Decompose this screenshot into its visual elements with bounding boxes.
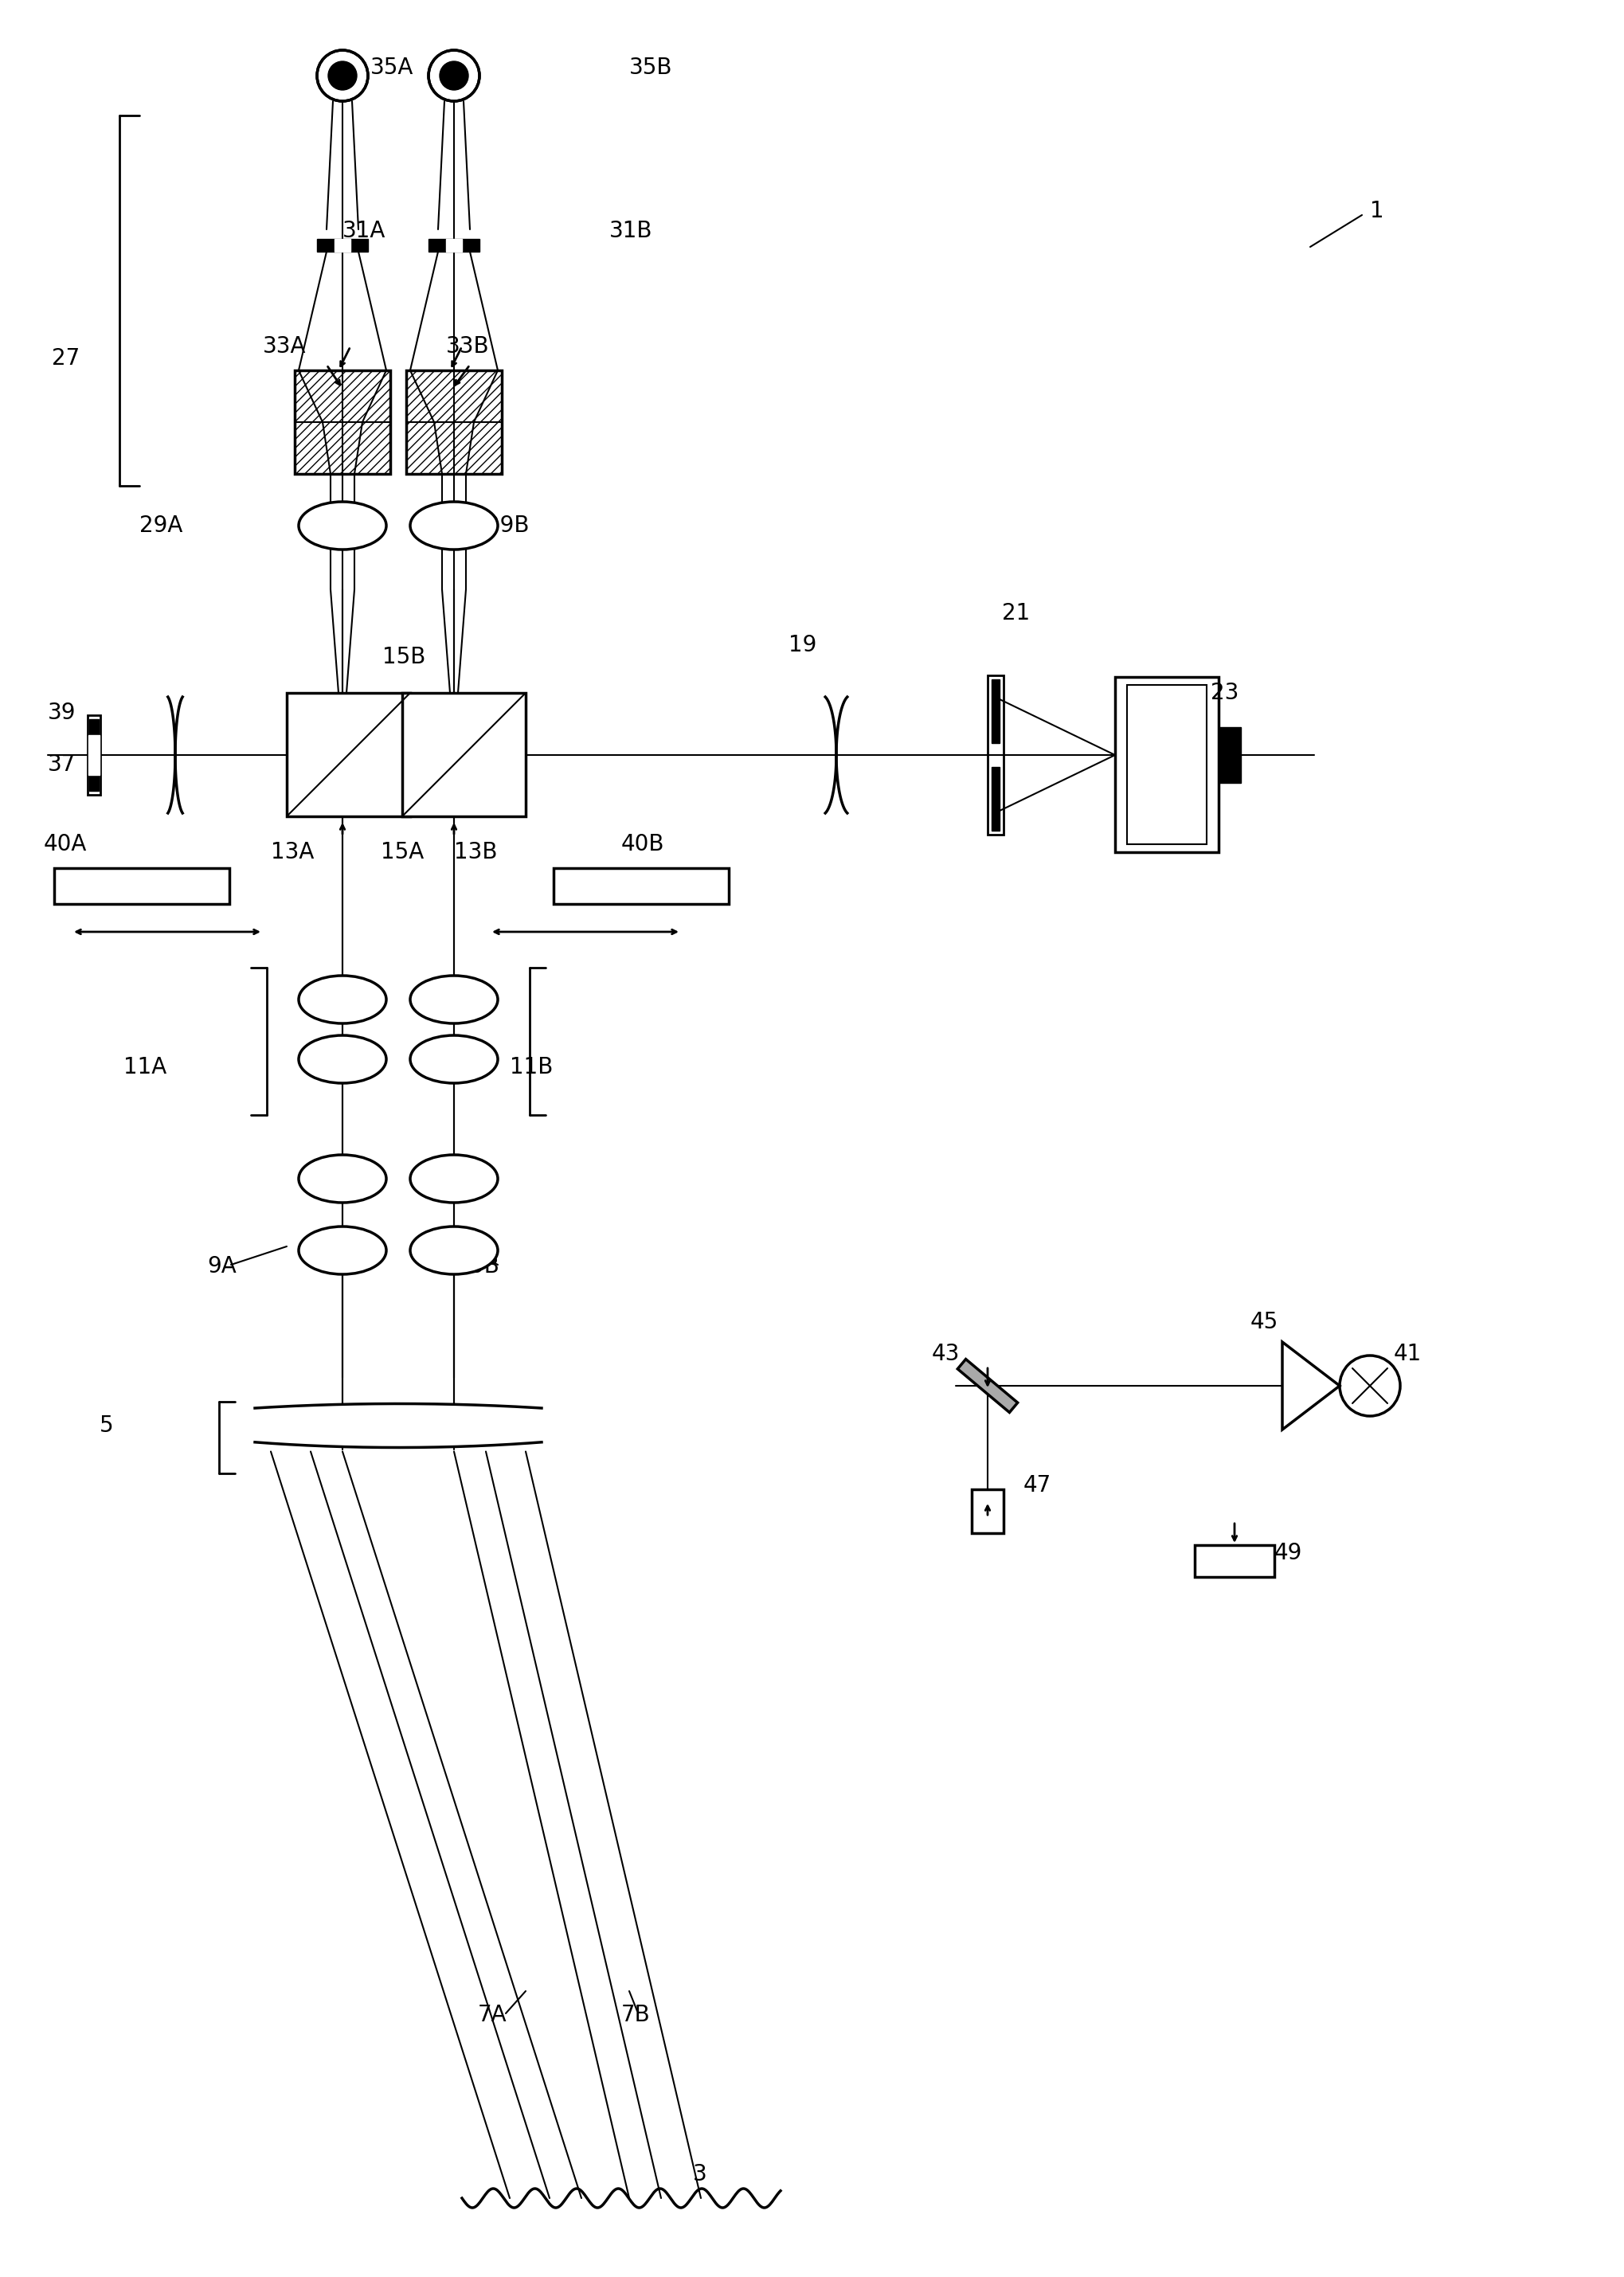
Text: 13B: 13B [453,840,497,863]
Text: 43: 43 [932,1343,960,1366]
Text: 7B: 7B [620,2004,650,2027]
Text: 29A: 29A [140,515,182,537]
Bar [429,239,479,253]
Bar [1218,726,1241,783]
Ellipse shape [409,501,497,549]
Text: 1: 1 [1369,200,1384,223]
Bar [88,735,99,774]
Bar [1194,1546,1273,1578]
Text: 35A: 35A [370,57,414,80]
Text: 15A: 15A [380,840,424,863]
Text: 31B: 31B [609,221,653,241]
Bar [88,715,101,795]
Text: 29B: 29B [486,515,529,537]
Ellipse shape [409,1036,497,1084]
Text: 9B: 9B [469,1255,499,1277]
Ellipse shape [299,1227,387,1275]
Circle shape [317,50,367,100]
Bar [991,767,999,831]
Polygon shape [825,697,846,813]
Text: 5: 5 [99,1414,114,1437]
Text: 37: 37 [47,754,76,776]
Bar [286,692,409,817]
Polygon shape [167,697,182,813]
Text: 35B: 35B [628,57,672,80]
Ellipse shape [409,1227,497,1275]
Ellipse shape [299,975,387,1022]
Polygon shape [255,1403,541,1448]
Text: 33A: 33A [263,335,305,357]
Bar [89,720,99,790]
Text: 40B: 40B [620,833,664,856]
Text: 13A: 13A [271,840,313,863]
Ellipse shape [409,975,497,1022]
Polygon shape [957,1359,1017,1412]
Circle shape [440,61,468,91]
Bar [447,239,461,253]
Bar [1127,685,1207,845]
Text: 49: 49 [1273,1542,1302,1564]
Text: 23: 23 [1210,681,1237,704]
Text: 45: 45 [1250,1312,1278,1334]
Bar [406,371,502,474]
Text: 21: 21 [1002,601,1030,624]
Text: 31A: 31A [343,221,385,241]
Circle shape [328,61,357,91]
Bar [335,239,351,253]
Bar [294,371,390,474]
Text: 27: 27 [52,348,80,369]
Text: 15B: 15B [382,647,425,667]
Circle shape [1340,1355,1400,1416]
Text: 19: 19 [788,633,817,656]
Ellipse shape [299,1036,387,1084]
Bar [987,676,1004,836]
Bar [554,868,729,904]
Bar [971,1489,1004,1532]
Ellipse shape [409,1154,497,1202]
Circle shape [429,50,479,100]
Ellipse shape [299,501,387,549]
Bar [54,868,229,904]
Text: 9A: 9A [206,1255,235,1277]
Text: 11B: 11B [510,1057,552,1079]
Text: 33B: 33B [447,335,489,357]
Text: 40A: 40A [44,833,88,856]
Text: 39: 39 [47,701,76,724]
Bar [1114,676,1218,852]
Text: 7A: 7A [477,2004,507,2027]
Bar [403,692,526,817]
Bar [991,679,999,742]
Text: 41: 41 [1393,1343,1421,1366]
Text: 47: 47 [1023,1473,1051,1496]
Bar [317,239,367,253]
Text: 3: 3 [692,2163,706,2186]
Ellipse shape [299,1154,387,1202]
Text: 11A: 11A [123,1057,167,1079]
